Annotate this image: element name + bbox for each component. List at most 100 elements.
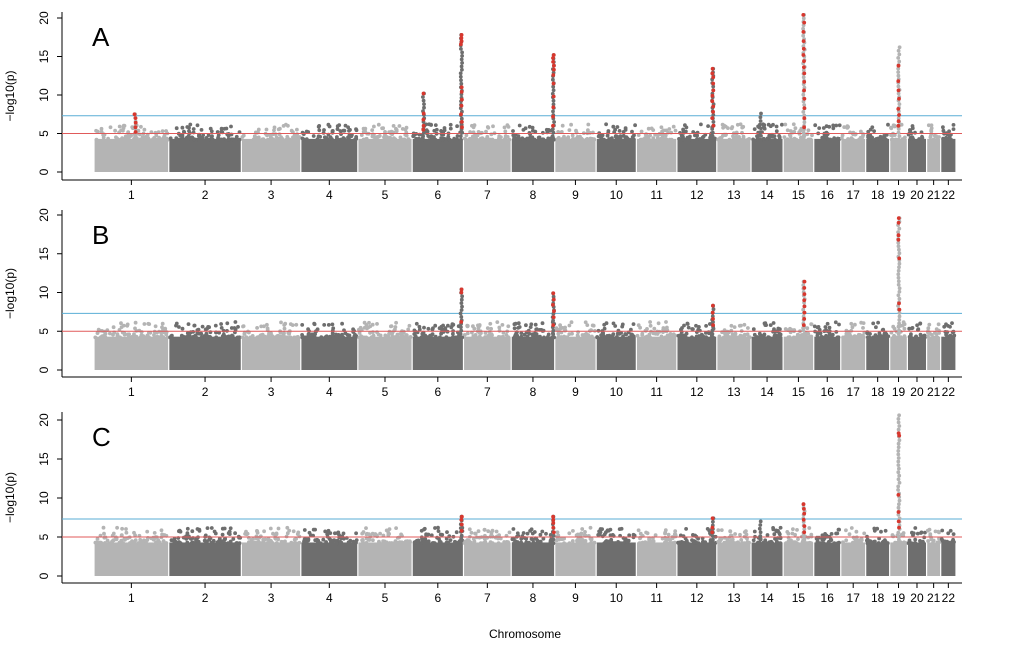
snp-point <box>931 540 935 545</box>
snp-point <box>296 335 300 339</box>
snp-point <box>164 541 169 545</box>
snp-point <box>439 324 444 329</box>
peak-point <box>897 502 901 507</box>
snp-point <box>152 333 156 337</box>
significant-hit <box>802 530 807 535</box>
snp-point <box>400 137 405 142</box>
snp-point <box>400 126 405 131</box>
snp-point <box>819 334 824 339</box>
snp-point <box>231 537 236 541</box>
snp-point <box>578 532 582 537</box>
significant-hit <box>896 237 901 242</box>
snp-point <box>505 123 510 128</box>
significant-hit <box>896 216 901 221</box>
snp-point <box>489 326 493 331</box>
significant-hit <box>459 320 464 324</box>
snp-point <box>556 334 561 339</box>
snp-point <box>205 526 210 530</box>
peak-point <box>460 54 464 58</box>
peak-point <box>551 77 555 82</box>
chromosome-body-2 <box>169 542 241 576</box>
chromosome-body-18 <box>866 138 890 172</box>
snp-point <box>684 125 689 130</box>
peak-point <box>758 137 763 142</box>
chromosome-band-1 <box>94 123 170 172</box>
snp-point <box>856 541 860 546</box>
significant-hit <box>459 90 464 94</box>
snp-point <box>121 128 125 133</box>
snp-point <box>133 326 137 331</box>
snp-point <box>867 335 872 340</box>
chromosome-body-6 <box>412 336 463 370</box>
peak-chr15 <box>801 502 807 546</box>
snp-point <box>845 126 850 130</box>
snp-point <box>837 540 841 545</box>
snp-point <box>259 335 263 340</box>
snp-point <box>569 122 573 127</box>
snp-point <box>853 322 857 327</box>
chromosome-label-16: 16 <box>821 591 835 605</box>
peak-point <box>458 332 463 336</box>
significant-hit <box>896 63 901 68</box>
chromosome-label-4: 4 <box>326 188 333 202</box>
snp-point <box>660 335 664 340</box>
snp-point <box>190 529 195 534</box>
snp-point <box>937 328 941 333</box>
chromosome-label-5: 5 <box>382 188 389 202</box>
snp-point <box>678 131 682 135</box>
snp-point <box>926 326 931 331</box>
snp-point <box>133 538 138 542</box>
snp-point <box>294 537 298 541</box>
snp-point <box>592 540 597 545</box>
peak-point <box>459 57 464 62</box>
y-tick-label: 10 <box>37 286 51 300</box>
peak-point <box>896 91 901 96</box>
significant-hit <box>710 66 715 71</box>
snp-point <box>446 134 451 139</box>
snp-point <box>106 136 110 141</box>
snp-point <box>397 124 402 128</box>
significant-hit <box>710 516 715 521</box>
snp-point <box>215 130 220 134</box>
snp-point <box>496 541 501 545</box>
snp-point <box>556 130 561 134</box>
snp-point <box>513 333 518 337</box>
peak-point <box>896 488 900 492</box>
snp-point <box>414 136 418 141</box>
snp-point <box>123 537 127 542</box>
significant-hit <box>460 97 464 102</box>
snp-point <box>647 137 652 142</box>
snp-point <box>294 322 299 327</box>
snp-point <box>727 137 732 142</box>
chromosome-body-18 <box>866 336 890 370</box>
snp-point <box>575 333 580 338</box>
y-axis-title: −log10(p) <box>3 472 17 523</box>
peak-point <box>802 120 807 125</box>
chromosome-body-16 <box>814 138 841 172</box>
snp-point <box>849 526 854 530</box>
peak-point <box>550 134 555 139</box>
snp-point <box>371 333 376 338</box>
significant-hit <box>460 514 464 519</box>
snp-point <box>209 526 214 530</box>
snp-point <box>476 529 481 534</box>
peak-point <box>897 296 902 301</box>
snp-point <box>617 332 622 336</box>
snp-point <box>917 137 921 141</box>
snp-point <box>142 322 147 326</box>
snp-point <box>210 137 215 142</box>
chromosome-body-17 <box>841 542 866 576</box>
snp-point <box>580 333 585 337</box>
peak-chr8 <box>550 291 557 340</box>
snp-point <box>578 540 583 544</box>
snp-point <box>473 333 478 337</box>
snp-point <box>767 136 771 141</box>
snp-point <box>199 127 204 132</box>
chromosome-band-15 <box>783 526 814 576</box>
snp-point <box>627 533 632 538</box>
chromosome-label-8: 8 <box>530 385 537 399</box>
snp-point <box>115 333 120 338</box>
snp-point <box>347 128 351 133</box>
peak-point <box>897 265 901 270</box>
snp-point <box>796 537 800 541</box>
